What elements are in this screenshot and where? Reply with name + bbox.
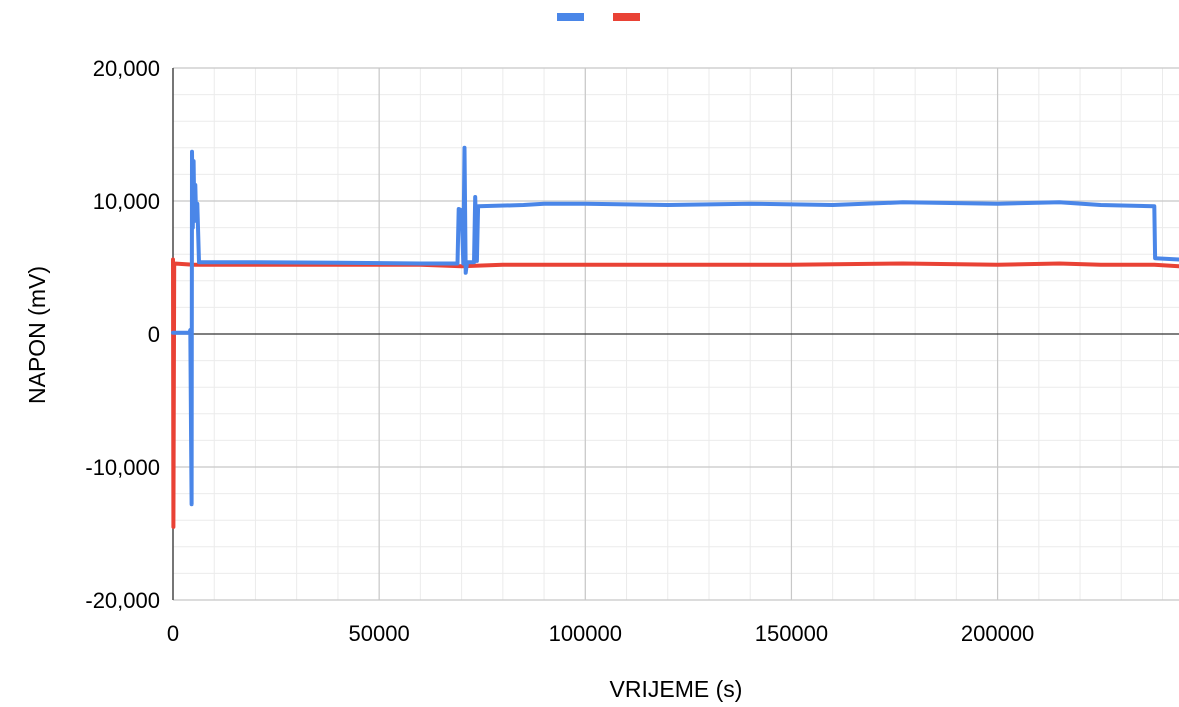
x-tick-labels: 0 50000 100000 150000 200000: [167, 621, 1034, 646]
x-tick-label: 100000: [549, 621, 622, 646]
y-tick-label: -20,000: [85, 588, 160, 613]
x-tick-label: 0: [167, 621, 179, 646]
x-tick-label: 150000: [755, 621, 828, 646]
y-tick-label: 0: [148, 322, 160, 347]
series-line-1: [171, 145, 1179, 507]
legend: [557, 13, 640, 21]
legend-swatch-1: [557, 13, 584, 21]
x-axis-title: VRIJEME (s): [610, 676, 743, 702]
y-tick-labels: -20,000 -10,000 0 10,000 20,000: [85, 56, 160, 613]
series-line-2: [171, 257, 1179, 529]
y-tick-label: 10,000: [93, 189, 160, 214]
x-tick-label: 50000: [349, 621, 410, 646]
y-tick-label: 20,000: [93, 56, 160, 81]
x-tick-label: 200000: [961, 621, 1034, 646]
y-tick-label: -10,000: [85, 455, 160, 480]
legend-swatch-2: [613, 13, 640, 21]
series-layer: [171, 145, 1179, 529]
y-axis-title: NAPON (mV): [24, 266, 50, 404]
